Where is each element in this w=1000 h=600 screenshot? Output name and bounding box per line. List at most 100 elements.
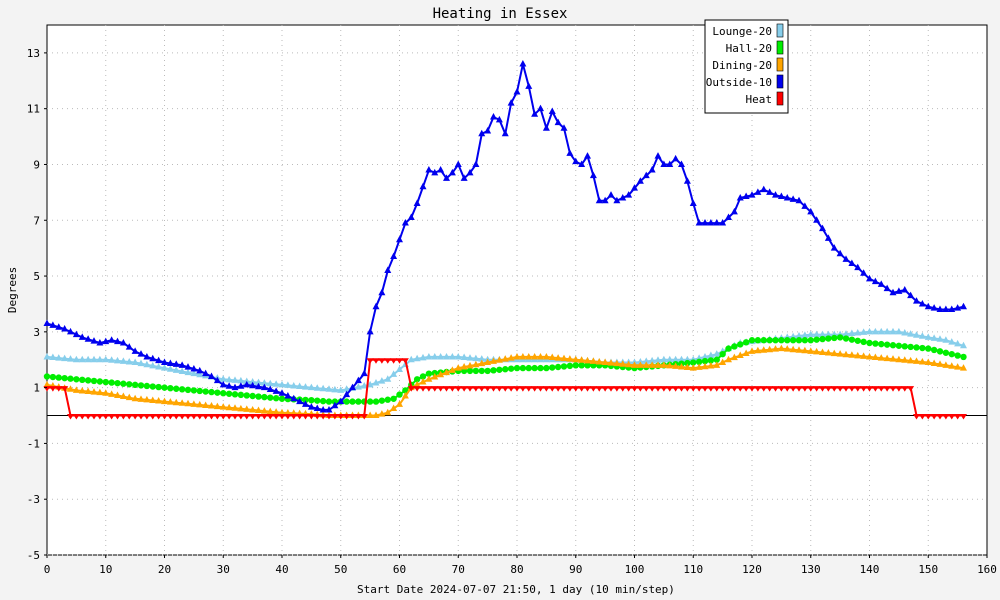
data-point-dining-20	[689, 364, 697, 371]
data-point-hall-20	[760, 337, 767, 344]
data-point-heat	[960, 414, 967, 420]
x-tick-label: 20	[158, 563, 171, 576]
data-point-lounge-20	[672, 355, 680, 363]
data-point-heat	[901, 386, 909, 392]
data-point-hall-20	[872, 340, 879, 347]
data-point-outside-10	[266, 385, 274, 392]
data-point-lounge-20	[290, 381, 298, 389]
data-point-outside-10	[319, 405, 327, 413]
data-point-heat	[801, 386, 809, 392]
data-point-heat	[84, 414, 92, 420]
data-point-hall-20	[801, 337, 809, 344]
data-point-hall-20	[143, 382, 151, 390]
data-point-outside-10	[854, 263, 862, 271]
data-point-dining-20	[501, 355, 509, 362]
data-point-heat	[237, 414, 245, 420]
data-point-heat	[772, 386, 779, 392]
data-point-dining-20	[390, 404, 398, 412]
data-point-dining-20	[519, 352, 527, 360]
data-point-outside-10	[783, 193, 791, 201]
y-tick-label: 11	[27, 103, 40, 116]
data-point-dining-20	[613, 359, 621, 367]
data-point-outside-10	[78, 333, 86, 340]
x-axis-label: Start Date 2024-07-07 21:50, 1 day (10 m…	[357, 583, 675, 596]
data-point-hall-20	[766, 337, 773, 344]
data-point-hall-20	[314, 397, 321, 404]
data-point-heat	[460, 386, 468, 392]
data-point-outside-10	[102, 337, 110, 345]
data-point-dining-20	[202, 401, 210, 408]
data-point-heat	[607, 386, 615, 392]
data-point-hall-20	[719, 350, 726, 358]
data-point-heat	[61, 386, 69, 392]
data-point-outside-10	[384, 266, 392, 273]
data-point-heat	[243, 414, 251, 420]
data-point-dining-20	[707, 362, 715, 369]
data-point-outside-10	[907, 291, 915, 299]
data-point-hall-20	[178, 386, 186, 393]
data-point-heat	[560, 386, 568, 392]
data-point-outside-10	[208, 372, 215, 379]
data-point-dining-20	[143, 395, 151, 403]
data-point-dining-20	[877, 354, 885, 361]
data-point-dining-20	[654, 361, 662, 368]
data-point-outside-10	[807, 207, 815, 215]
data-point-heat	[384, 358, 392, 364]
data-point-heat	[766, 386, 774, 392]
data-point-lounge-20	[137, 359, 145, 367]
data-point-dining-20	[243, 405, 251, 412]
data-point-heat	[725, 386, 732, 392]
data-point-lounge-20	[307, 383, 315, 391]
data-point-heat	[860, 386, 868, 392]
data-point-hall-20	[96, 378, 104, 385]
data-point-hall-20	[484, 367, 491, 375]
data-point-dining-20	[777, 344, 785, 352]
data-point-lounge-20	[848, 329, 856, 337]
data-point-hall-20	[560, 363, 568, 370]
data-point-hall-20	[108, 379, 115, 386]
data-point-lounge-20	[331, 385, 339, 393]
data-point-hall-20	[537, 364, 544, 372]
data-point-heat	[372, 358, 380, 364]
data-point-dining-20	[548, 353, 556, 361]
data-point-heat	[595, 386, 603, 392]
data-point-heat	[425, 386, 433, 392]
data-point-hall-20	[866, 339, 873, 347]
data-point-heat	[366, 358, 374, 364]
data-point-lounge-20	[102, 355, 110, 363]
data-point-hall-20	[807, 337, 814, 344]
data-point-dining-20	[219, 403, 227, 410]
data-point-heat	[448, 386, 456, 392]
data-point-lounge-20	[378, 377, 386, 384]
data-point-lounge-20	[396, 365, 403, 372]
data-point-lounge-20	[272, 380, 280, 387]
data-point-heat	[472, 386, 480, 392]
data-point-dining-20	[725, 355, 732, 363]
data-point-outside-10	[143, 352, 151, 360]
chart-title: Heating in Essex	[433, 6, 568, 22]
data-point-dining-20	[67, 385, 74, 392]
data-point-hall-20	[860, 338, 867, 346]
data-point-dining-20	[866, 352, 873, 360]
data-point-outside-10	[354, 376, 362, 384]
data-point-outside-10	[460, 174, 468, 181]
data-point-hall-20	[120, 380, 127, 387]
data-point-heat	[260, 414, 268, 420]
data-point-heat	[660, 386, 668, 392]
x-tick-label: 120	[742, 563, 762, 576]
data-point-dining-20	[284, 409, 292, 416]
data-point-heat	[948, 414, 956, 420]
data-point-heat	[507, 386, 515, 392]
data-point-outside-10	[196, 366, 204, 374]
data-point-outside-10	[478, 129, 486, 137]
data-point-outside-10	[72, 330, 80, 338]
data-point-hall-20	[584, 362, 591, 369]
data-point-heat	[454, 386, 462, 392]
data-point-outside-10	[824, 234, 832, 241]
data-point-heat	[325, 414, 333, 420]
data-point-outside-10	[548, 107, 556, 114]
data-point-dining-20	[666, 361, 674, 369]
data-point-outside-10	[490, 113, 497, 120]
data-point-outside-10	[137, 350, 145, 357]
